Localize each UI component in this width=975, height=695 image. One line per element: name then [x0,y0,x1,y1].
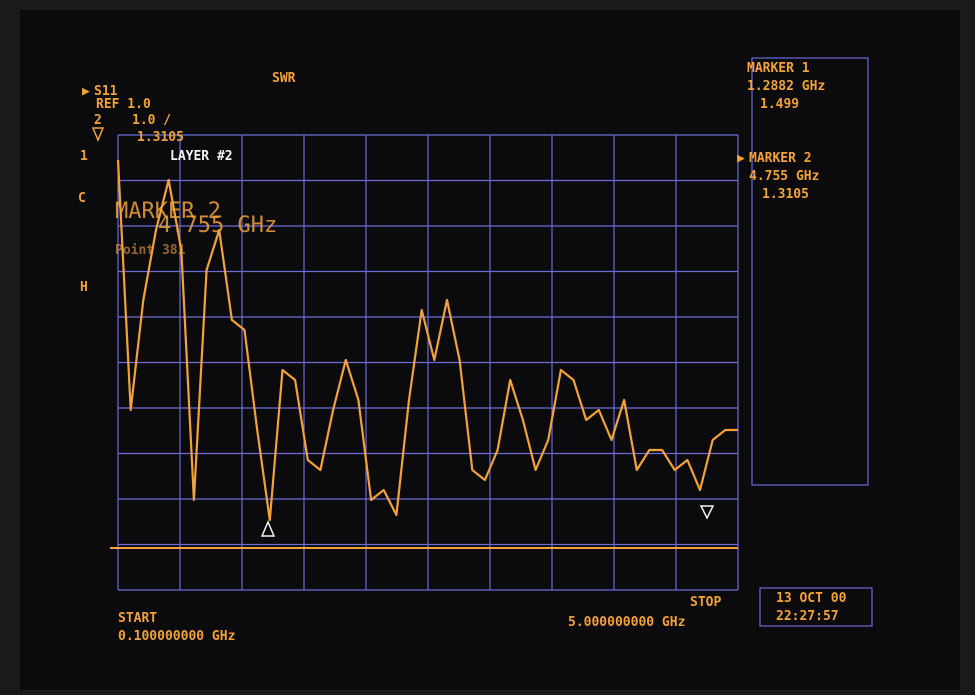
time: 22:27:57 [776,609,839,624]
marker-symbol [260,520,276,537]
marker-panel-box [751,57,869,486]
marker-title: MARKER 2 [749,151,812,166]
scale: 1.0 / [132,113,171,128]
stop-value: 5.000000000 GHz [568,615,685,630]
stop-label: STOP [690,595,721,610]
start-label: START [118,611,157,626]
plot [110,159,738,549]
marker-title: MARKER 1 [747,61,810,76]
marker-frequency: 1.2882 GHz [747,79,825,94]
date: 13 OCT 00 [776,591,847,606]
layer: LAYER #2 [170,149,233,164]
trace-index: 1 [80,149,88,164]
marker-arrow: ▶ [737,151,745,166]
marker-symbol [699,505,715,520]
active-marker-title: MARKER 2 [115,199,221,224]
format: SWR [272,71,296,86]
active-marker-point: Point 381 [115,243,186,258]
marker-index: 2 [94,113,102,128]
channel-c: C [78,191,86,206]
param-arrow: ▶ [82,84,90,99]
marker-value: 1.3105 [762,187,809,202]
marker-value: 1.499 [760,97,799,112]
clock-box [759,587,873,627]
parameter: S11 [94,84,118,99]
start-value: 0.100000000 GHz [118,629,235,644]
marker-triangle [91,127,105,142]
active-marker-frequency: 4.755 GHz [158,213,277,238]
marker-frequency: 4.755 GHz [749,169,819,184]
trace [116,159,738,522]
reference: REF 1.0 [96,97,151,112]
channel-h: H [80,280,88,295]
marker-value: 1.3105 [137,130,184,145]
